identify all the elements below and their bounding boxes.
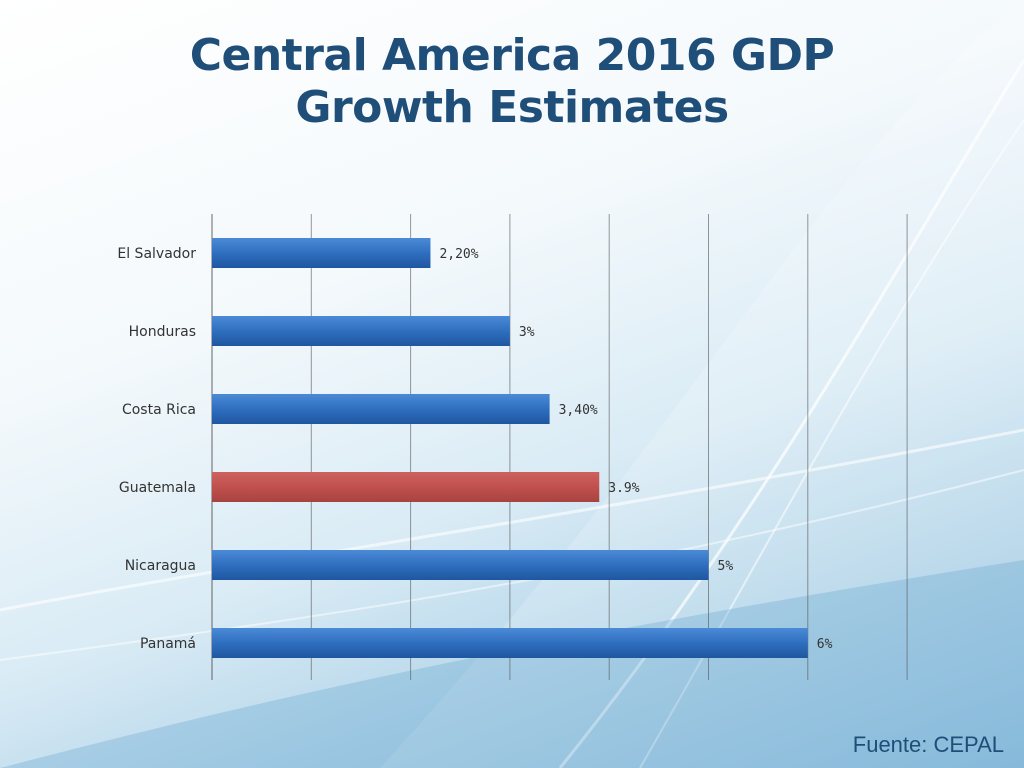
source-note: Fuente: CEPAL: [852, 732, 1004, 757]
title-line-1: Central America 2016 GDP: [189, 30, 835, 81]
category-label: Panamá: [140, 636, 196, 652]
category-label: Nicaragua: [125, 558, 196, 574]
title-line-2: Growth Estimates: [295, 82, 729, 133]
category-label: Honduras: [129, 324, 196, 340]
bar-guatemala: [212, 472, 600, 502]
bar-el-salvador: [212, 238, 431, 268]
category-label: Costa Rica: [122, 402, 196, 418]
data-label: 5%: [718, 559, 734, 574]
bar-panam-: [212, 628, 808, 658]
data-label: 3,40%: [559, 403, 598, 418]
category-label: El Salvador: [117, 246, 196, 262]
category-label: Guatemala: [119, 480, 196, 496]
bar-costa-rica: [212, 394, 550, 424]
bar-honduras: [212, 316, 510, 346]
page-title: Central America 2016 GDP Growth Estimate…: [0, 30, 1024, 134]
data-label: 3.9%: [608, 481, 639, 496]
bar-nicaragua: [212, 550, 709, 580]
data-label: 2,20%: [439, 247, 478, 262]
data-label: 3%: [519, 325, 535, 340]
data-label: 6%: [817, 637, 833, 652]
